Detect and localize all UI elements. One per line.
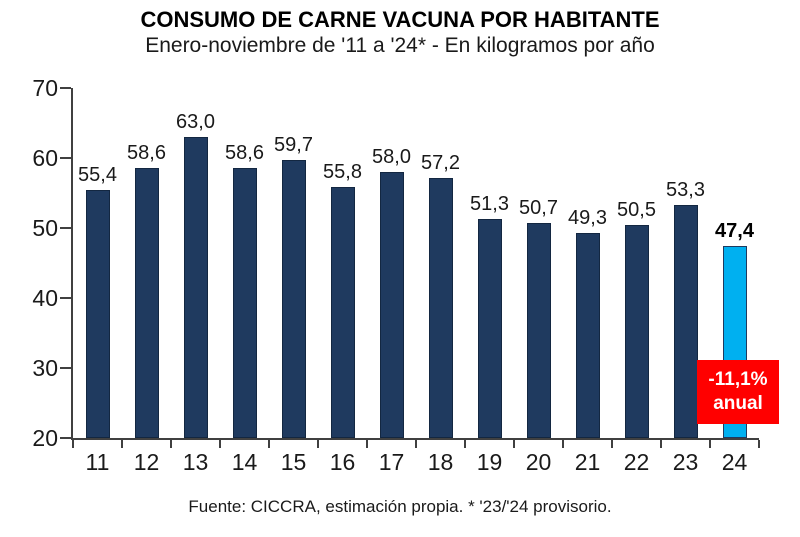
x-axis-tick xyxy=(121,440,123,448)
bar xyxy=(183,137,208,438)
x-axis-label: 23 xyxy=(672,449,699,475)
source-note: Fuente: CICCRA, estimación propia. * '23… xyxy=(188,497,612,516)
x-axis-label: 12 xyxy=(133,449,160,475)
bar xyxy=(134,167,159,438)
x-axis-label: 24 xyxy=(721,449,748,475)
x-axis-tick xyxy=(611,440,613,448)
bar xyxy=(428,177,453,438)
x-axis-label: 20 xyxy=(525,449,552,475)
annotation-line1: -11,1% xyxy=(708,369,768,390)
x-axis-tick xyxy=(268,440,270,448)
annotation-badge: -11,1% anual xyxy=(697,360,779,424)
x-axis-label: 11 xyxy=(85,449,110,475)
x-axis-label: 13 xyxy=(182,449,209,475)
y-axis-tick xyxy=(60,367,71,369)
bar-value-label: 58,0 xyxy=(372,146,411,168)
bar xyxy=(379,172,404,438)
x-axis-tick xyxy=(709,440,711,448)
x-axis-tick xyxy=(366,440,368,448)
bar-value-label: 58,6 xyxy=(127,141,166,164)
x-axis-tick xyxy=(660,440,662,448)
bar xyxy=(281,160,306,438)
x-axis-label: 22 xyxy=(623,449,650,475)
y-axis-label: 20 xyxy=(32,425,58,451)
bar-value-label: 50,5 xyxy=(617,198,656,221)
y-axis-label: 40 xyxy=(32,285,58,311)
bar-value-label: 53,3 xyxy=(666,178,705,201)
x-axis-label: 18 xyxy=(427,449,454,475)
x-axis-label: 15 xyxy=(280,449,307,475)
x-axis-tick xyxy=(219,440,221,448)
bar-value-label: 47,4 xyxy=(715,220,754,243)
x-axis-tick xyxy=(170,440,172,448)
x-axis-tick xyxy=(464,440,466,448)
y-axis-tick xyxy=(60,227,71,229)
x-axis-label: 16 xyxy=(329,449,356,475)
bar-value-label: 51,3 xyxy=(470,192,509,215)
bar xyxy=(330,187,355,438)
x-axis-tick xyxy=(513,440,515,448)
x-axis-label: 17 xyxy=(378,449,405,475)
chart-subtitle: Enero-noviembre de '11 a '24* - En kilog… xyxy=(145,34,655,57)
x-axis-label: 21 xyxy=(574,449,601,475)
y-axis-line xyxy=(71,88,73,438)
x-axis-line xyxy=(71,438,759,440)
bar xyxy=(624,224,649,438)
x-axis-tick xyxy=(415,440,417,448)
bar xyxy=(232,167,257,438)
y-axis-label: 60 xyxy=(32,145,58,171)
bar xyxy=(526,223,551,438)
bar-value-label: 57,2 xyxy=(421,151,460,174)
x-axis-tick xyxy=(562,440,564,448)
bar xyxy=(85,190,110,438)
y-axis-tick xyxy=(60,297,71,299)
y-axis-label: 30 xyxy=(32,355,58,381)
bar-value-label: 58,6 xyxy=(225,141,264,164)
y-axis-tick xyxy=(60,87,71,89)
y-axis-label: 70 xyxy=(32,75,58,101)
bar-value-label: 55,8 xyxy=(323,161,362,184)
x-axis-label: 19 xyxy=(476,449,503,475)
x-axis-tick xyxy=(758,440,760,448)
bar xyxy=(673,204,698,438)
bar-value-label: 55,4 xyxy=(78,164,117,187)
bar-value-label: 50,7 xyxy=(519,197,558,220)
y-axis-tick xyxy=(60,437,71,439)
x-axis-tick xyxy=(72,440,74,448)
chart-title: CONSUMO DE CARNE VACUNA POR HABITANTE xyxy=(140,7,660,32)
bar xyxy=(575,232,600,438)
y-axis-label: 50 xyxy=(32,215,58,241)
bar-value-label: 59,7 xyxy=(274,134,313,157)
x-axis-tick xyxy=(317,440,319,448)
bar xyxy=(477,218,502,438)
bar-value-label: 49,3 xyxy=(568,206,607,229)
annotation-line2: anual xyxy=(713,393,763,414)
bar-value-label: 63,0 xyxy=(176,111,215,133)
x-axis-label: 14 xyxy=(231,449,258,475)
y-axis-tick xyxy=(60,157,71,159)
